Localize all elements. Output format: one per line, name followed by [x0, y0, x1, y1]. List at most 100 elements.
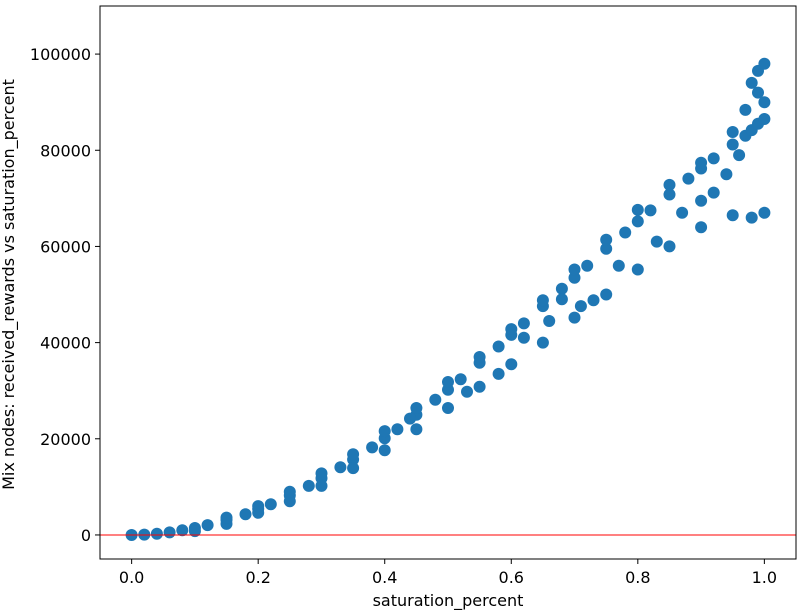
- y-tick-label: 40000: [40, 334, 91, 353]
- axes-frame: [99, 5, 797, 560]
- data-point-3: [163, 526, 176, 539]
- data-point-71: [442, 376, 454, 388]
- data-point-29: [568, 271, 581, 284]
- data-point-76: [600, 233, 613, 246]
- data-point-35: [663, 188, 676, 201]
- data-point-86: [758, 96, 771, 109]
- data-point-34: [644, 204, 657, 217]
- data-point-30: [581, 259, 594, 272]
- data-point-98: [543, 315, 556, 327]
- data-point-66: [283, 485, 296, 498]
- y-tick-label: 20000: [40, 430, 91, 449]
- data-point-63: [758, 206, 771, 219]
- x-axis-ticks: 0.0 0.2 0.4 0.6 0.8 1.0: [119, 559, 777, 587]
- data-point-6: [201, 519, 214, 532]
- x-tick-label: 1.0: [752, 568, 777, 587]
- data-point-77: [631, 203, 644, 216]
- x-axis-label: saturation_percent: [373, 591, 524, 610]
- data-point-93: [720, 168, 733, 181]
- data-point-78: [663, 178, 676, 191]
- data-point-91: [676, 206, 689, 219]
- data-point-43: [758, 113, 771, 125]
- x-tick-label: 0.2: [245, 568, 270, 587]
- data-point-24: [492, 340, 505, 353]
- data-point-38: [707, 152, 720, 165]
- data-point-97: [404, 412, 416, 425]
- data-point-74: [536, 294, 549, 307]
- data-point-61: [726, 209, 739, 222]
- data-point-65: [252, 500, 265, 513]
- data-point-33: [631, 215, 644, 228]
- data-point-51: [410, 423, 423, 436]
- x-tick-label: 0.8: [625, 568, 650, 587]
- data-point-100: [650, 235, 663, 248]
- data-point-96: [461, 385, 473, 398]
- data-point-8: [239, 508, 252, 521]
- data-point-58: [631, 263, 644, 276]
- data-point-49: [347, 462, 360, 475]
- data-point-99: [612, 259, 625, 272]
- data-point-36: [682, 172, 695, 185]
- data-point-89: [517, 331, 530, 344]
- x-tick-label: 0.0: [119, 568, 144, 587]
- data-point-59: [663, 240, 676, 253]
- data-point-2: [150, 527, 163, 540]
- data-point-75: [568, 263, 581, 276]
- x-tick-label: 0.4: [372, 568, 397, 587]
- data-point-72: [473, 351, 486, 363]
- data-point-54: [505, 358, 518, 371]
- data-point-50: [378, 444, 391, 457]
- y-axis-ticks: 0 20000 40000 60000 80000 100000: [30, 45, 100, 545]
- data-point-70: [410, 402, 423, 414]
- data-point-62: [745, 211, 758, 224]
- data-point-26: [517, 317, 530, 330]
- y-tick-label: 100000: [30, 45, 91, 64]
- data-point-32: [619, 226, 632, 239]
- data-point-64: [220, 511, 233, 524]
- y-axis-label: Mix nodes: received_rewards vs saturatio…: [0, 79, 19, 490]
- data-point-81: [739, 103, 752, 116]
- data-point-88: [587, 294, 600, 307]
- points-layer: [125, 57, 771, 541]
- data-point-95: [492, 367, 505, 380]
- data-point-94: [695, 194, 708, 207]
- data-point-44: [188, 525, 201, 538]
- data-point-82: [745, 76, 758, 89]
- data-point-22: [454, 373, 467, 386]
- data-point-53: [473, 380, 486, 393]
- data-point-14: [334, 461, 347, 474]
- data-point-20: [429, 393, 442, 406]
- y-tick-label: 80000: [40, 141, 91, 160]
- data-point-80: [726, 126, 739, 138]
- data-point-79: [695, 156, 708, 169]
- x-tick-label: 0.6: [499, 568, 524, 587]
- data-point-10: [264, 498, 277, 511]
- data-point-101: [733, 149, 746, 162]
- data-point-39: [726, 138, 739, 151]
- data-point-67: [315, 467, 328, 480]
- data-point-16: [366, 441, 379, 454]
- data-point-56: [568, 311, 581, 324]
- data-point-55: [536, 336, 549, 349]
- data-point-60: [695, 221, 708, 234]
- data-point-69: [378, 425, 391, 438]
- data-point-57: [600, 288, 613, 301]
- data-point-4: [176, 524, 189, 537]
- data-point-47: [283, 495, 296, 508]
- data-point-28: [555, 282, 568, 295]
- data-point-73: [505, 323, 518, 336]
- data-point-48: [315, 479, 328, 492]
- data-point-90: [555, 293, 568, 306]
- data-point-68: [347, 448, 360, 461]
- data-point-52: [442, 402, 454, 414]
- data-point-18: [391, 423, 404, 436]
- data-point-84: [758, 57, 771, 70]
- y-tick-label: 0: [81, 526, 91, 545]
- data-point-85: [752, 86, 764, 99]
- data-point-87: [574, 300, 587, 313]
- data-point-92: [707, 186, 720, 199]
- data-point-31: [600, 242, 613, 255]
- y-tick-label: 60000: [40, 237, 91, 256]
